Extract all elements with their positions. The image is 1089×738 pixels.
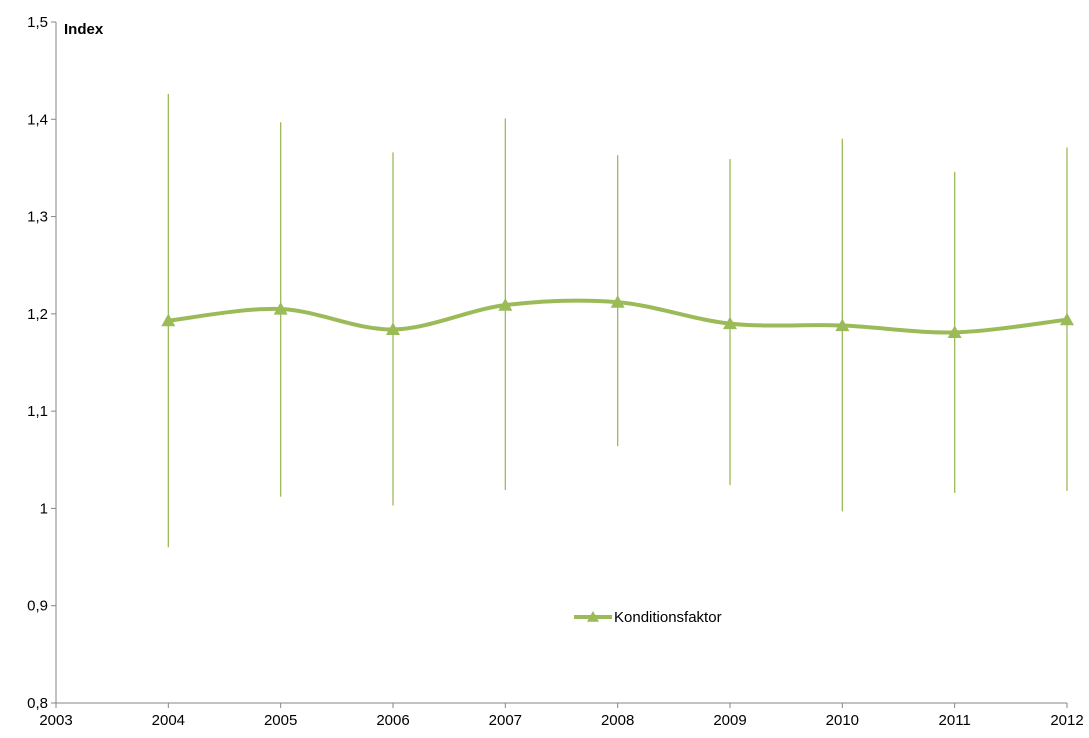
y-tick-label: 1,1: [27, 403, 48, 420]
x-tick-label: 2004: [152, 712, 185, 729]
data-point-marker: [161, 313, 176, 327]
x-ticks: 2003 2004 2005 2006 2007 2008 2009 2010 2011 2012: [39, 703, 1084, 729]
error-bars: [167, 93, 1068, 548]
y-tick-label: 0,9: [27, 598, 48, 615]
x-tick-label: 2008: [601, 712, 634, 729]
x-tick-label: 2011: [939, 712, 971, 729]
legend: Konditionsfaktor: [574, 609, 722, 626]
x-tick-label: 2003: [39, 712, 72, 729]
data-point-marker: [947, 325, 962, 338]
data-point-marker: [610, 295, 625, 308]
data-point-marker: [273, 301, 288, 315]
x-tick-label: 2006: [376, 712, 409, 729]
x-tick-label: 2007: [489, 712, 522, 729]
y-tick-label: 1,3: [27, 209, 48, 226]
x-tick-label: 2005: [264, 712, 297, 729]
x-tick-label: 2012: [1050, 712, 1083, 729]
data-point-marker: [498, 298, 513, 311]
x-tick-label: 2010: [826, 712, 859, 729]
legend-label: Konditionsfaktor: [614, 609, 722, 626]
y-axis-title: Index: [64, 21, 104, 38]
y-tick-label: 1,4: [27, 111, 48, 128]
series-markers: [161, 295, 1074, 338]
data-point-marker: [386, 322, 400, 336]
y-tick-label: 1,5: [27, 14, 48, 31]
legend-swatch-marker: [587, 611, 599, 622]
data-point-marker: [723, 316, 737, 330]
y-tick-label: 1: [40, 500, 48, 517]
x-tick-label: 2009: [713, 712, 746, 729]
y-tick-label: 0,8: [27, 695, 48, 712]
y-ticks: 0,8 0,9 1 1,1 1,2 1,3 1,4 1,5: [27, 14, 56, 712]
data-point-marker: [1060, 312, 1074, 326]
data-point-marker: [835, 318, 850, 332]
y-tick-label: 1,2: [27, 306, 48, 323]
